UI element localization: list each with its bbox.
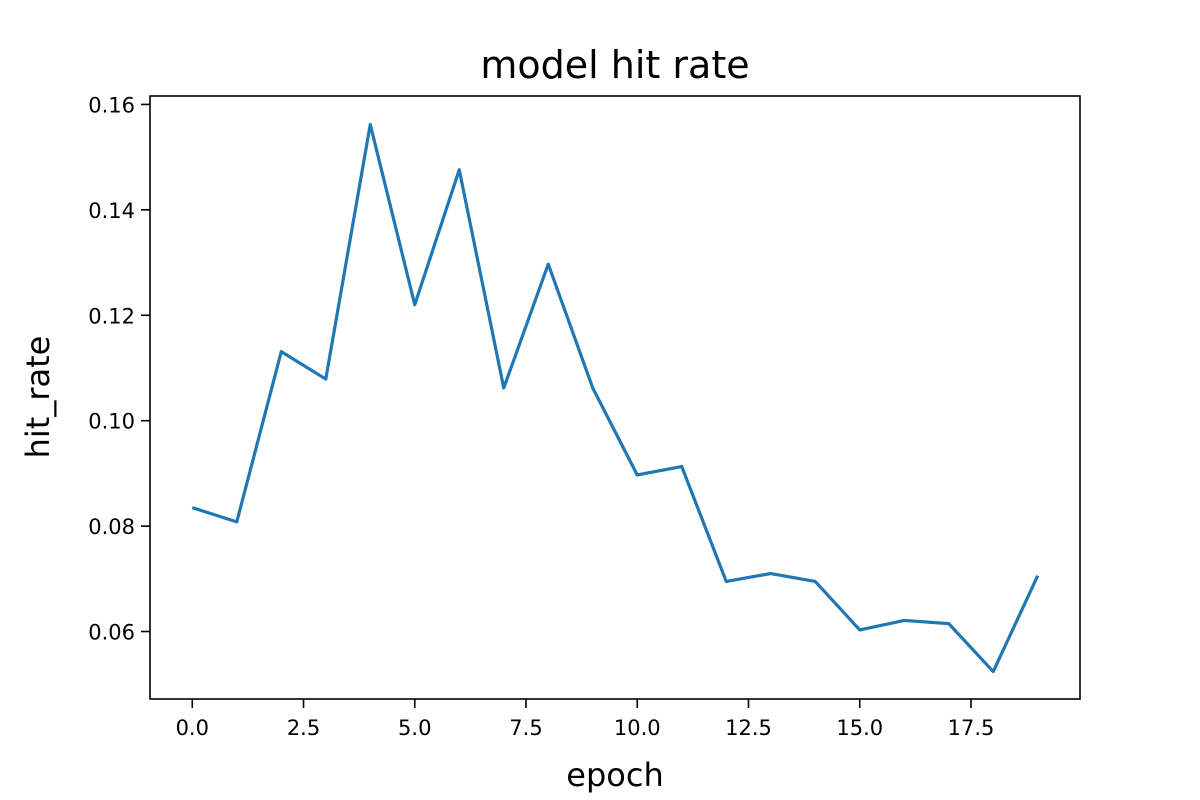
y-axis: 0.06 0.08 0.10 0.12 0.14 0.16 (88, 93, 150, 645)
x-axis: 0.0 2.5 5.0 7.5 10.0 12.5 15.0 17.5 (176, 699, 995, 740)
y-tick-label: 0.08 (88, 515, 135, 539)
x-tick-label: 2.5 (287, 716, 320, 740)
y-tick-label: 0.12 (88, 304, 135, 328)
y-axis-label: hit_rate (19, 336, 57, 459)
x-tick-label: 10.0 (614, 716, 661, 740)
x-tick-label: 5.0 (398, 716, 431, 740)
x-tick-label: 7.5 (509, 716, 542, 740)
axes-frame (149, 95, 1081, 700)
y-tick-label: 0.10 (88, 410, 135, 434)
x-tick-label: 17.5 (948, 716, 995, 740)
y-tick-label: 0.16 (88, 93, 135, 117)
x-tick-label: 0.0 (176, 716, 209, 740)
series-line-0 (191, 122, 1040, 674)
x-tick-label: 15.0 (836, 716, 883, 740)
x-axis-label: epoch (566, 756, 663, 794)
y-tick-label: 0.14 (88, 199, 135, 223)
x-tick-label: 12.5 (725, 716, 772, 740)
y-tick-label: 0.06 (88, 621, 135, 645)
plot-area (191, 122, 1040, 674)
chart-title: model hit rate (480, 43, 749, 87)
